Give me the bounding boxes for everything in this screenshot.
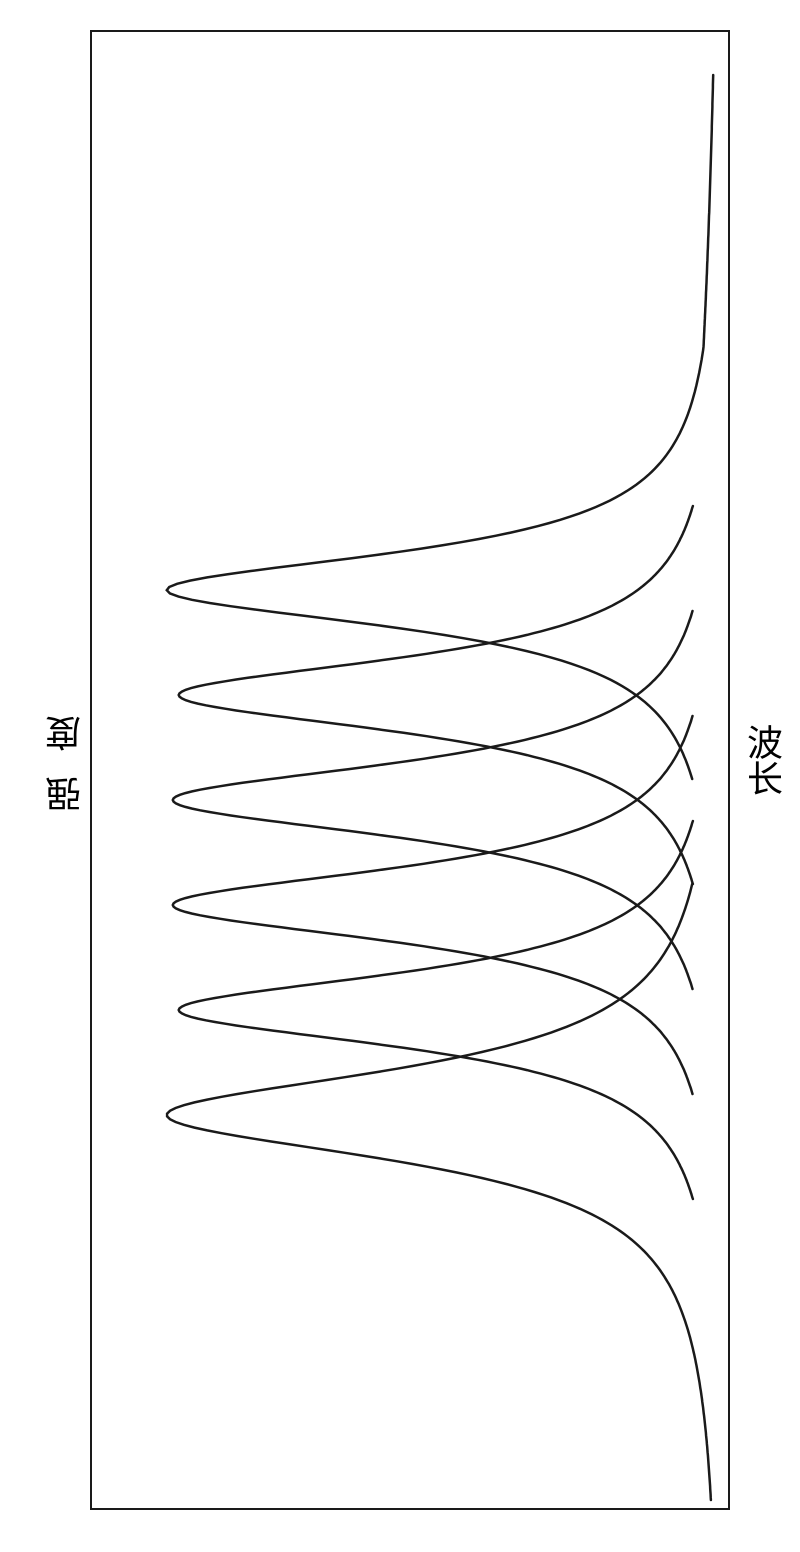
spectral-peak-4: [173, 716, 693, 1094]
spectral-peak-6: [167, 884, 711, 1500]
spectral-peak-1: [167, 75, 713, 779]
wavelength-axis-label: 波长: [736, 724, 788, 796]
spectral-chart: [90, 30, 730, 1510]
intensity-axis-label: 强 度: [40, 708, 92, 813]
plot-svg: [90, 30, 730, 1510]
spectral-peak-2: [179, 506, 693, 884]
spectral-peak-3: [173, 611, 693, 989]
spectral-peak-5: [179, 821, 693, 1199]
